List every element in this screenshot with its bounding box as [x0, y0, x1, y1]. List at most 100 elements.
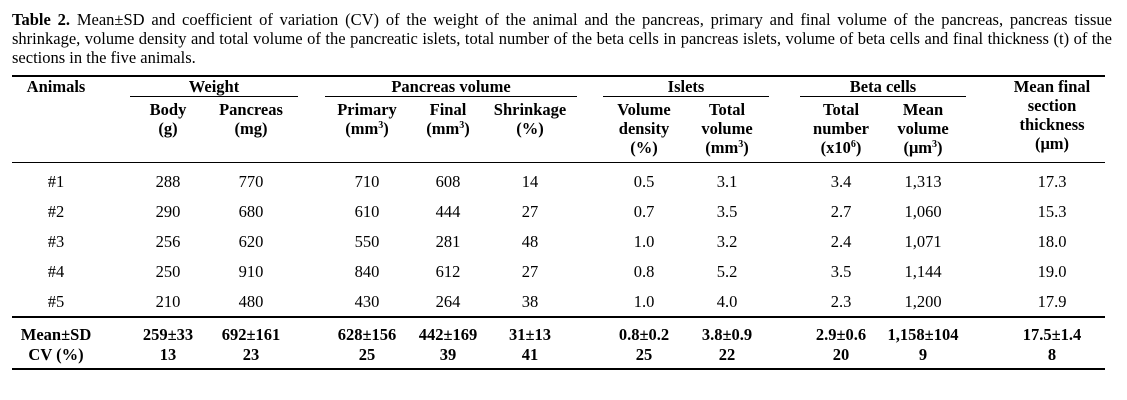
- summary-cell: 41: [521, 345, 539, 364]
- summary-label: CV (%): [28, 345, 84, 364]
- header-rule: [12, 162, 1105, 163]
- table-cell: 1,060: [904, 202, 942, 221]
- table-cell: 3.5: [830, 262, 852, 281]
- table-cell: 608: [435, 172, 461, 191]
- table-cell: 770: [238, 172, 264, 191]
- table-cell: 444: [435, 202, 461, 221]
- group-pancreas-volume-rule: [325, 96, 577, 97]
- table-cell: 256: [155, 232, 181, 251]
- table-cell: 612: [435, 262, 461, 281]
- header-animals: Animals: [26, 77, 86, 96]
- table-cell: 3.2: [716, 232, 738, 251]
- table-cell: 290: [155, 202, 181, 221]
- table-cell: 1,313: [904, 172, 942, 191]
- header-total-number: Total number (x106): [813, 100, 869, 157]
- summary-cell: 25: [635, 345, 653, 364]
- summary-cell: 692±161: [221, 325, 281, 344]
- table-cell: 550: [354, 232, 380, 251]
- table-cell: 3.4: [830, 172, 852, 191]
- table-cell: 620: [238, 232, 264, 251]
- table-cell: 288: [155, 172, 181, 191]
- table-cell: 18.0: [1037, 232, 1067, 251]
- summary-cell: 17.5±1.4: [1022, 325, 1082, 344]
- summary-cell: 39: [439, 345, 457, 364]
- header-pancreas-weight: Pancreas (mg): [219, 100, 283, 138]
- summary-cell: 0.8±0.2: [618, 325, 670, 344]
- header-final: Final (mm3): [426, 100, 470, 138]
- summary-cell: 13: [159, 345, 177, 364]
- table-cell: 27: [521, 262, 539, 281]
- summary-cell: 3.8±0.9: [701, 325, 753, 344]
- table-cell: 1,200: [904, 292, 942, 311]
- summary-cell: 23: [242, 345, 260, 364]
- top-rule: [12, 75, 1105, 77]
- table-cell: 1.0: [633, 232, 655, 251]
- group-beta-cells: Beta cells: [849, 77, 917, 96]
- row-label: #5: [47, 292, 65, 311]
- table-cell: 2.7: [830, 202, 852, 221]
- table-cell: 0.8: [633, 262, 655, 281]
- table-cell: 1.0: [633, 292, 655, 311]
- summary-cell: 628±156: [337, 325, 397, 344]
- table-cell: 3.1: [716, 172, 738, 191]
- summary-rule: [12, 316, 1105, 318]
- header-total-volume: Total volume (mm3): [701, 100, 753, 157]
- table-cell: 610: [354, 202, 380, 221]
- table-caption: Table 2. Mean±SD and coefficient of vari…: [12, 10, 1112, 67]
- row-label: #3: [47, 232, 65, 251]
- row-label: #2: [47, 202, 65, 221]
- group-weight: Weight: [188, 77, 240, 96]
- table-cell: 27: [521, 202, 539, 221]
- table-cell: 48: [521, 232, 539, 251]
- summary-cell: 8: [1047, 345, 1057, 364]
- table-cell: 38: [521, 292, 539, 311]
- table-cell: 1,144: [904, 262, 942, 281]
- table-cell: 281: [435, 232, 461, 251]
- summary-cell: 442±169: [418, 325, 478, 344]
- table-cell: 4.0: [716, 292, 738, 311]
- summary-cell: 259±33: [142, 325, 194, 344]
- table-cell: 710: [354, 172, 380, 191]
- table-cell: 680: [238, 202, 264, 221]
- caption-text: Mean±SD and coefficient of variation (CV…: [12, 10, 1113, 67]
- table-cell: 15.3: [1037, 202, 1067, 221]
- table-cell: 17.3: [1037, 172, 1067, 191]
- table-cell: 210: [155, 292, 181, 311]
- table-cell: 480: [238, 292, 264, 311]
- group-beta-cells-rule: [800, 96, 966, 97]
- group-weight-rule: [130, 96, 298, 97]
- table-cell: 19.0: [1037, 262, 1067, 281]
- table-cell: 3.5: [716, 202, 738, 221]
- summary-cell: 25: [358, 345, 376, 364]
- table-cell: 430: [354, 292, 380, 311]
- header-volume-density: Volume density (%): [617, 100, 671, 157]
- table-label: Table 2.: [12, 10, 71, 29]
- group-islets: Islets: [667, 77, 705, 96]
- group-pancreas-volume: Pancreas volume: [391, 77, 511, 96]
- group-islets-rule: [603, 96, 769, 97]
- table-cell: 0.5: [633, 172, 655, 191]
- table-cell: 2.3: [830, 292, 852, 311]
- summary-cell: 22: [718, 345, 736, 364]
- row-label: #4: [47, 262, 65, 281]
- summary-cell: 9: [918, 345, 928, 364]
- table-cell: 910: [238, 262, 264, 281]
- header-body: Body (g): [149, 100, 187, 138]
- table-cell: 14: [521, 172, 539, 191]
- header-mean-volume: Mean volume (μm3): [897, 100, 949, 157]
- table-cell: 840: [354, 262, 380, 281]
- table-cell: 5.2: [716, 262, 738, 281]
- table-cell: 0.7: [633, 202, 655, 221]
- row-label: #1: [47, 172, 65, 191]
- table-cell: 2.4: [830, 232, 852, 251]
- header-section-thickness: Mean final section thickness (μm): [1013, 77, 1091, 153]
- bottom-rule: [12, 368, 1105, 370]
- table-cell: 264: [435, 292, 461, 311]
- summary-label: Mean±SD: [20, 325, 92, 344]
- summary-cell: 1,158±104: [887, 325, 959, 344]
- table-cell: 1,071: [904, 232, 942, 251]
- header-shrinkage: Shrinkage (%): [493, 100, 567, 138]
- table-cell: 250: [155, 262, 181, 281]
- summary-cell: 2.9±0.6: [815, 325, 867, 344]
- table-cell: 17.9: [1037, 292, 1067, 311]
